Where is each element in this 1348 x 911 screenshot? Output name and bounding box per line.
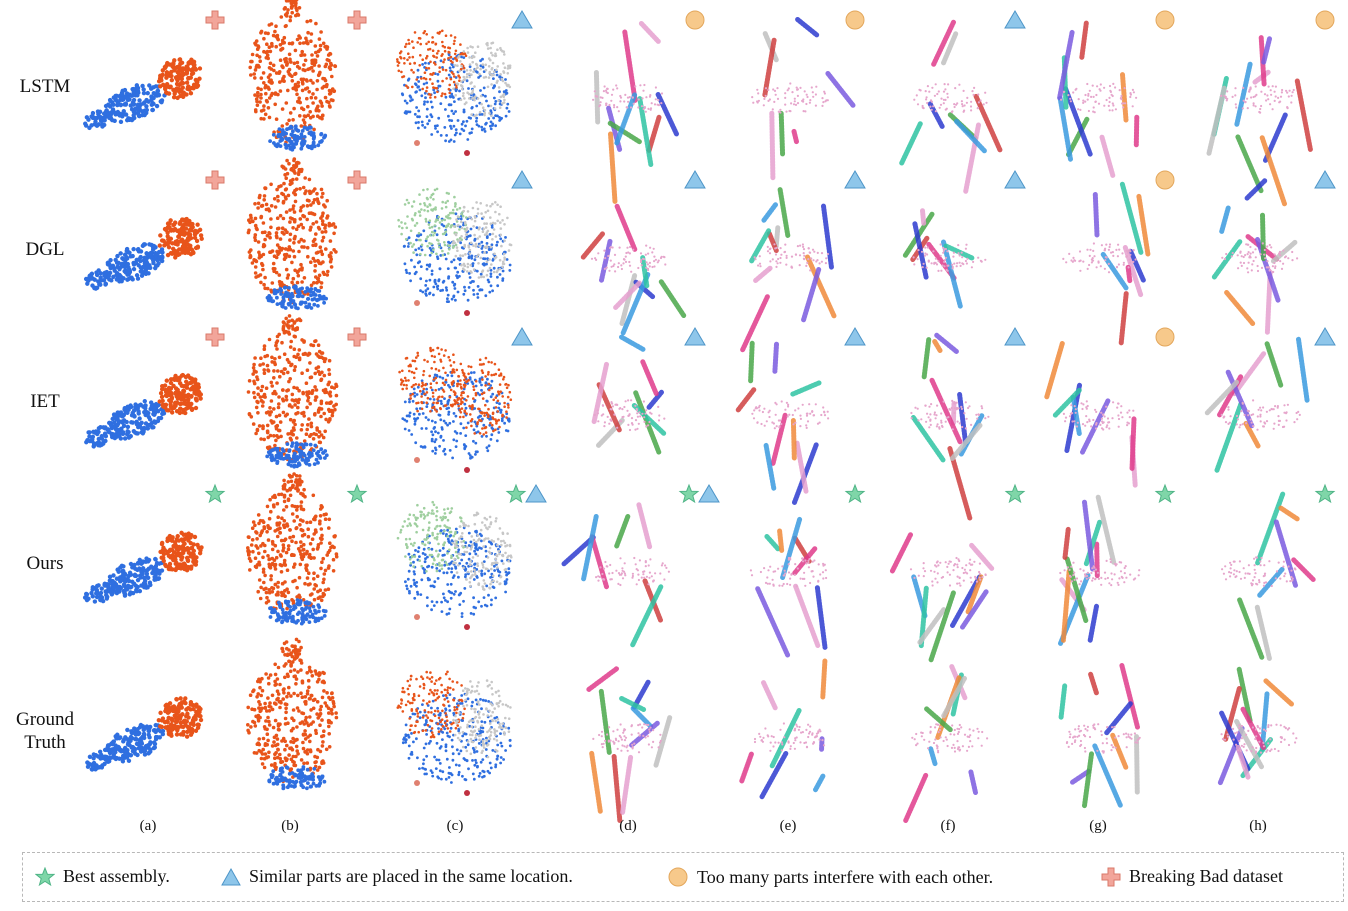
assembly-thumbnail <box>585 666 673 823</box>
triangle-icon <box>684 170 706 189</box>
legend-item-best: Best assembly. <box>35 866 170 887</box>
triangle-icon <box>1314 170 1336 189</box>
assembly-thumbnail <box>398 346 513 473</box>
assembly-thumbnail <box>85 696 204 772</box>
assembly-thumbnail <box>592 21 680 205</box>
assembly-thumbnail <box>910 332 990 521</box>
triangle-icon <box>1004 10 1026 29</box>
cross-icon <box>347 327 367 347</box>
cross-icon <box>205 170 225 190</box>
assembly-thumbnail <box>396 29 512 156</box>
col-label-e: (e) <box>779 818 797 834</box>
circle-icon <box>685 10 705 30</box>
star-icon <box>1314 483 1336 504</box>
assembly-thumbnail <box>1217 666 1298 786</box>
assembly-thumbnail <box>246 157 338 311</box>
col-label-h: (h) <box>1249 818 1267 834</box>
triangle-icon <box>221 867 241 885</box>
row-label-ours: Ours <box>26 553 64 574</box>
circle-icon <box>668 867 688 887</box>
row-label-ground-truth: Ground Truth <box>15 709 75 753</box>
triangle-icon <box>698 484 720 503</box>
cross-icon <box>205 327 225 347</box>
assembly-thumbnail <box>580 203 687 336</box>
circle-icon <box>845 10 865 30</box>
circle-icon <box>1315 10 1335 30</box>
triangle-icon <box>844 327 866 346</box>
star-icon <box>844 483 866 504</box>
assembly-thumbnail <box>82 530 204 604</box>
cross-icon <box>205 10 225 30</box>
assembly-thumbnail <box>898 19 1003 195</box>
assembly-thumbnail <box>591 334 667 455</box>
assembly-thumbnail <box>1058 663 1141 809</box>
circle-icon <box>1155 170 1175 190</box>
assembly-thumbnail <box>1057 20 1140 178</box>
triangle-icon <box>511 327 533 346</box>
assembly-thumbnail <box>902 208 987 309</box>
assembly-thumbnail <box>246 472 339 626</box>
triangle-icon <box>1004 170 1026 189</box>
legend-item-breaking-bad: Breaking Bad dataset <box>1101 866 1283 887</box>
star-icon <box>1004 483 1026 504</box>
assembly-thumbnail <box>1221 491 1316 663</box>
assembly-thumbnail <box>84 372 204 449</box>
triangle-icon <box>1314 327 1336 346</box>
assembly-thumbnail <box>248 0 338 152</box>
assembly-thumbnail <box>739 187 837 354</box>
triangle-icon <box>1004 327 1026 346</box>
assembly-thumbnail <box>246 637 339 791</box>
row-label-iet: IET <box>30 391 60 412</box>
col-label-c: (c) <box>446 818 464 834</box>
cross-icon <box>1101 867 1121 886</box>
assembly-thumbnail <box>1204 336 1310 474</box>
triangle-icon <box>511 10 533 29</box>
assembly-thumbnail <box>751 17 856 181</box>
col-label-d: (d) <box>619 818 637 834</box>
triangle-icon <box>511 170 533 189</box>
assembly-thumbnail <box>1044 341 1138 488</box>
assembly-thumbnail <box>749 516 828 658</box>
triangle-icon <box>684 327 706 346</box>
assembly-thumbnail <box>1058 494 1141 646</box>
legend: Best assembly. Similar parts are placed … <box>22 852 1344 902</box>
legend-item-similar: Similar parts are placed in the same loc… <box>221 866 573 887</box>
assembly-thumbnail <box>903 664 989 823</box>
star-icon <box>678 483 700 504</box>
star-icon <box>204 483 226 504</box>
col-label-b: (b) <box>281 818 299 834</box>
cross-icon <box>347 10 367 30</box>
col-label-f: (f) <box>940 818 956 834</box>
star-icon <box>505 483 527 504</box>
legend-item-interfere: Too many parts interfere with each other… <box>667 866 993 888</box>
assembly-thumbnail <box>83 216 204 291</box>
assembly-thumbnail <box>889 532 995 664</box>
assembly-thumbnail <box>739 658 828 800</box>
star-icon <box>346 483 368 504</box>
triangle-icon <box>525 484 547 503</box>
assembly-thumbnail <box>1062 181 1151 346</box>
star-icon <box>35 866 55 886</box>
assembly-thumbnail <box>246 314 339 469</box>
assembly-thumbnail <box>397 187 513 316</box>
cross-icon <box>347 170 367 190</box>
assembly-thumbnail <box>1206 35 1313 207</box>
assembly-thumbnail <box>396 500 513 630</box>
row-label-lstm: LSTM <box>19 76 71 97</box>
assembly-thumbnail <box>396 670 512 796</box>
row-label-dgl: DGL <box>25 239 65 260</box>
assembly-thumbnail <box>561 502 671 648</box>
circle-icon <box>1155 327 1175 347</box>
triangle-icon <box>844 170 866 189</box>
assembly-thumbnail <box>83 57 203 131</box>
assembly-thumbnail <box>1211 178 1299 335</box>
star-icon <box>1154 483 1176 504</box>
circle-icon <box>1155 10 1175 30</box>
assembly-thumbnail <box>735 340 830 506</box>
col-label-g: (g) <box>1089 818 1107 834</box>
col-label-a: (a) <box>139 818 157 834</box>
